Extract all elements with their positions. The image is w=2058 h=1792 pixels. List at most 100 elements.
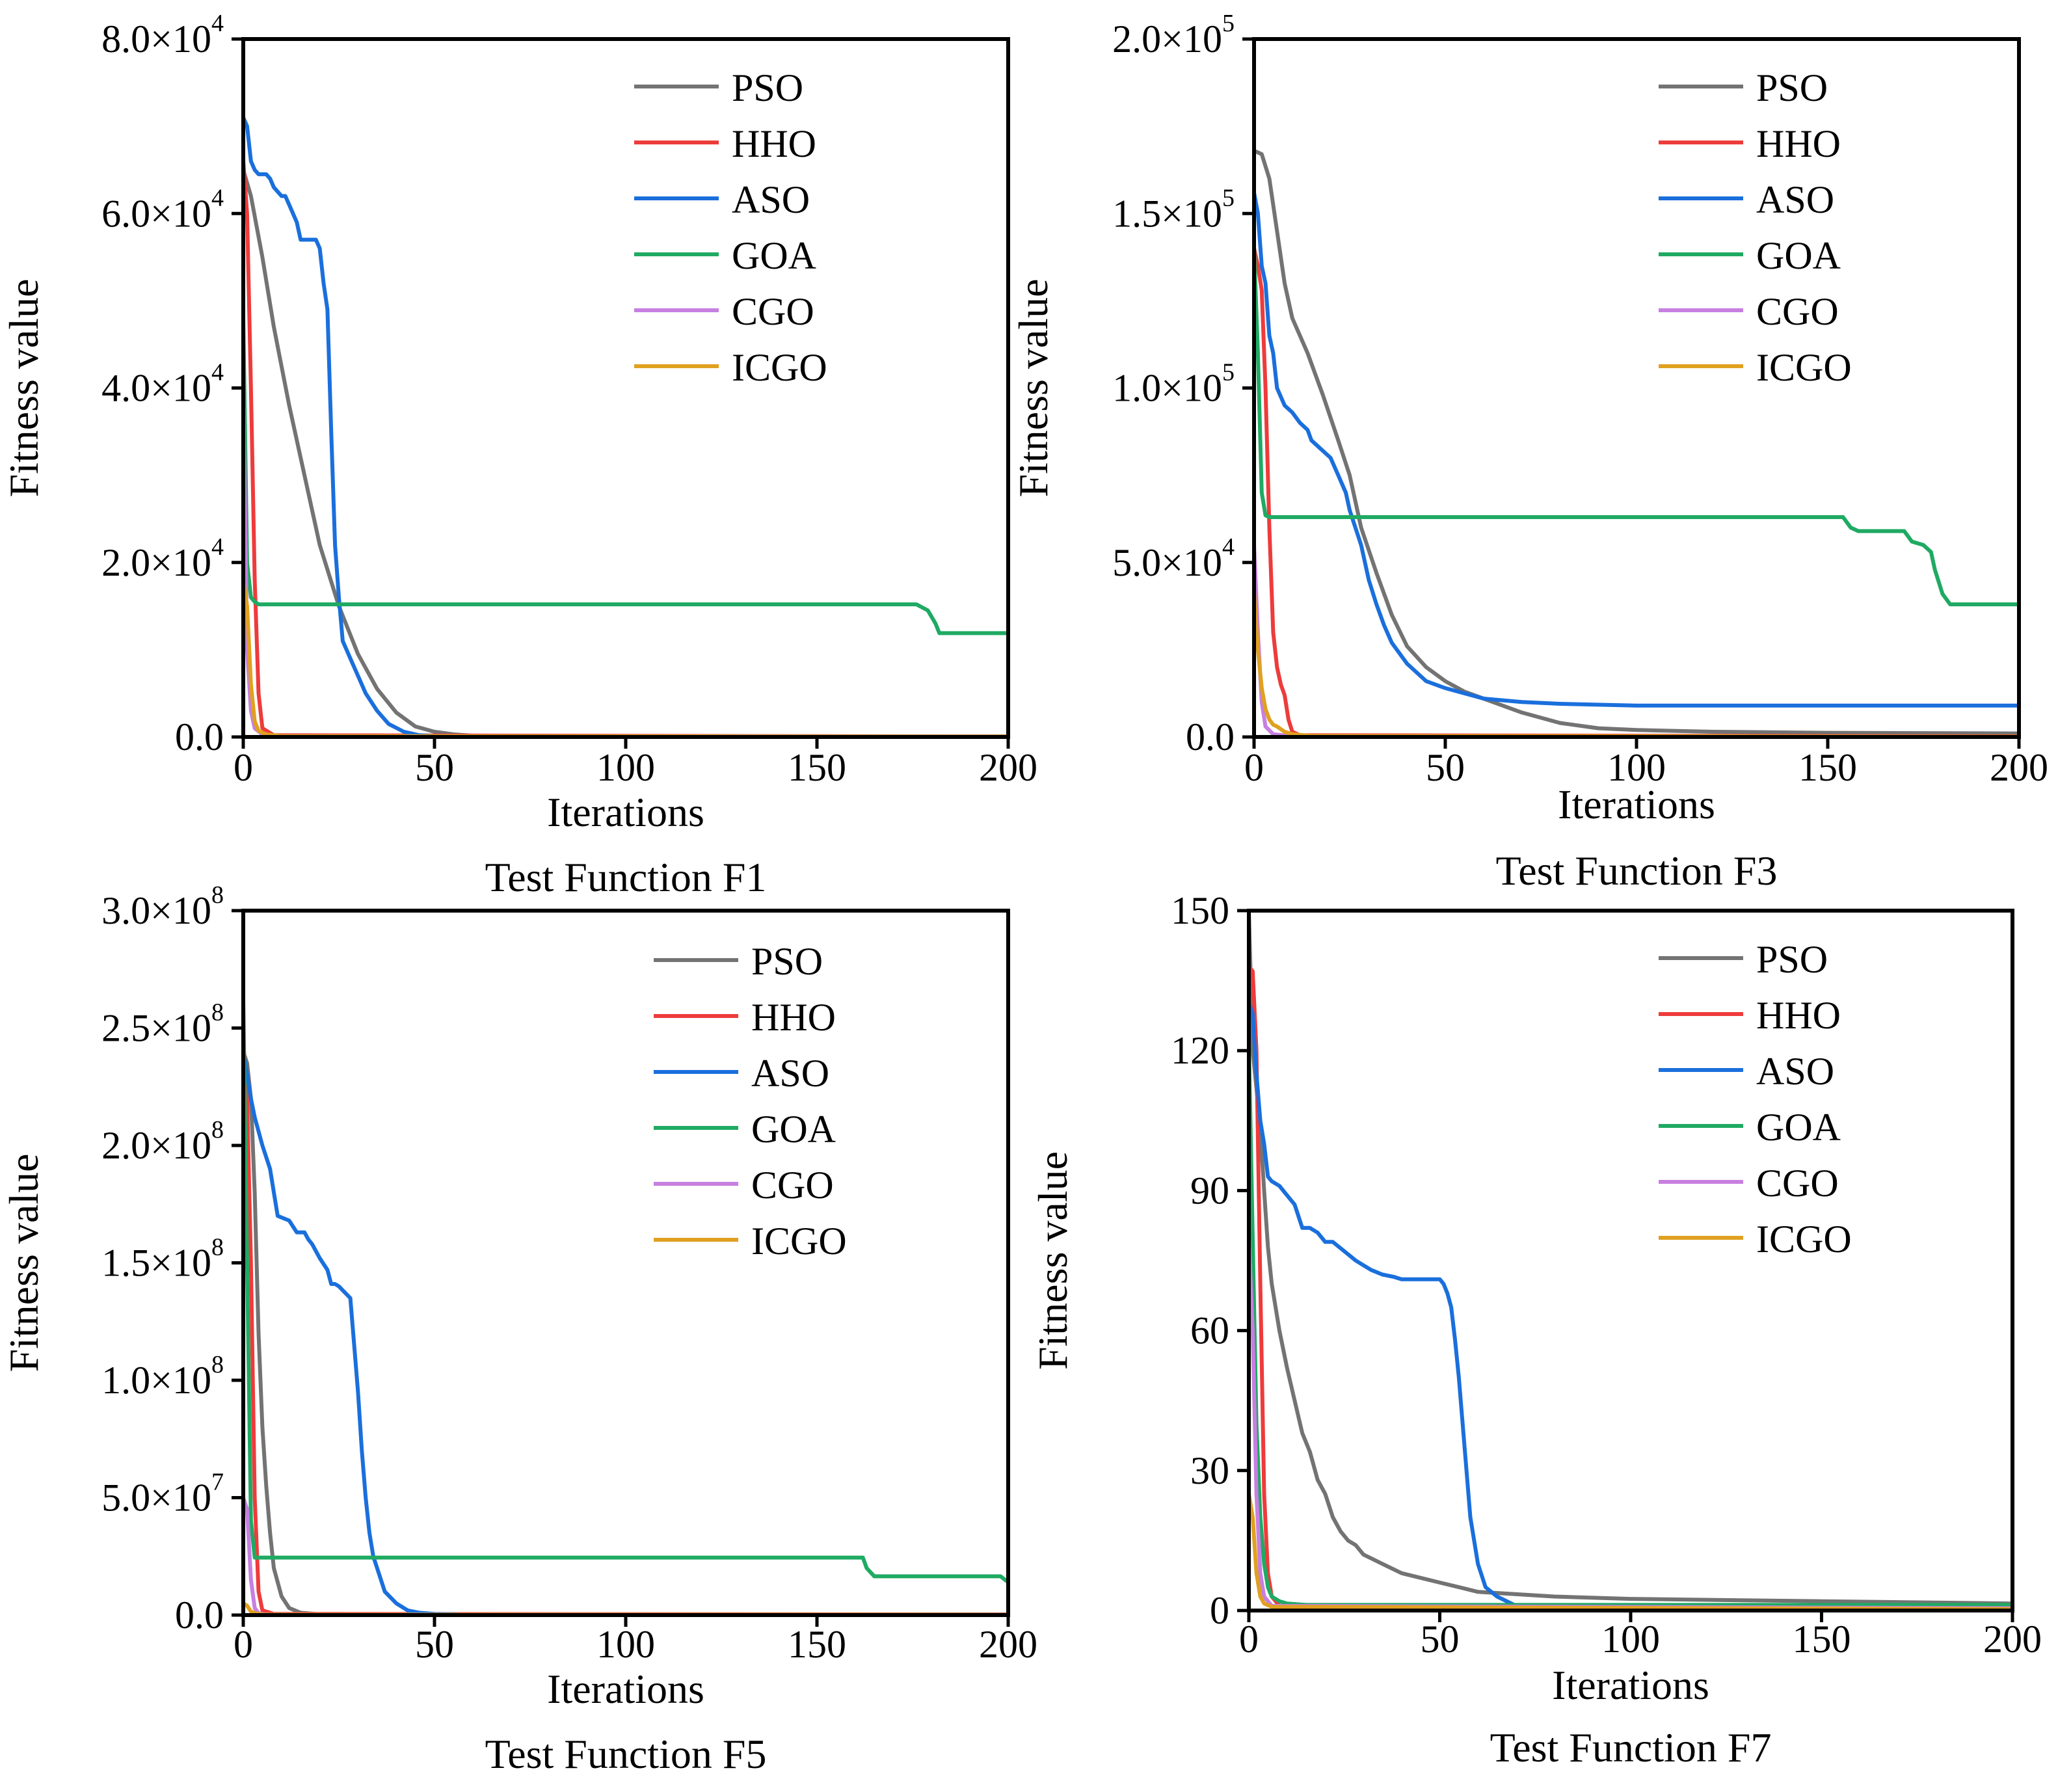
x-tick-label: 50 — [415, 1623, 454, 1666]
chart-panel-1: 0 50 100 150 200 0.0 2.0×104 4.0×104 6.0×104 8.0×… — [1, 10, 1037, 900]
y-tick-label: 30 — [1190, 1449, 1229, 1492]
series-line-icgo — [1254, 588, 2019, 737]
legend-label-hho: HHO — [1756, 994, 1841, 1037]
y-tick-label: 1.0×105 — [1112, 359, 1235, 410]
legend-label-hho: HHO — [732, 122, 816, 165]
x-axis-label: Iterations — [547, 789, 704, 835]
x-tick-label: 100 — [1601, 1618, 1660, 1661]
y-tick-label: 2.5×108 — [101, 999, 224, 1050]
chart-title: Test Function F5 — [485, 1731, 767, 1777]
series-line-pso — [1249, 911, 2012, 1606]
series-line-icgo — [1249, 1491, 2012, 1611]
x-tick-label: 50 — [1421, 1618, 1460, 1661]
chart-panel-2: 0 50 100 150 200 0.0 5.0×104 1.0×105 1.5×105 2.0×… — [1010, 10, 2048, 894]
series-line-aso — [1249, 1002, 1518, 1608]
legend-label-cgo: CGO — [1756, 1162, 1839, 1205]
series-line-goa — [243, 998, 1008, 1585]
x-tick-label: 150 — [1793, 1618, 1851, 1661]
x-tick-label: 150 — [788, 746, 846, 789]
x-axis-label: Iterations — [1552, 1662, 1709, 1708]
legend-label-aso: ASO — [1756, 178, 1834, 221]
chart-title: Test Function F3 — [1496, 848, 1778, 894]
legend-label-pso: PSO — [1756, 938, 1828, 981]
legend-label-hho: HHO — [1756, 122, 1841, 165]
y-axis-label: Fitness value — [1, 1154, 47, 1372]
legend-label-goa: GOA — [1756, 1106, 1841, 1149]
legend-label-icgo: ICGO — [732, 346, 827, 389]
y-tick-label: 150 — [1171, 889, 1229, 932]
chart-title: Test Function F7 — [1490, 1724, 1772, 1771]
x-tick-label: 150 — [1798, 746, 1857, 789]
x-tick-label: 150 — [788, 1623, 846, 1666]
x-tick-label: 200 — [979, 746, 1037, 789]
y-tick-label: 0 — [1210, 1589, 1229, 1632]
series-line-aso — [243, 115, 1008, 737]
legend-label-pso: PSO — [732, 66, 803, 109]
series-line-goa — [1254, 246, 2019, 607]
legend-label-goa: GOA — [1756, 234, 1841, 277]
x-tick-label: 200 — [1990, 746, 2048, 789]
x-tick-label: 200 — [979, 1623, 1037, 1666]
x-axis-label: Iterations — [1558, 781, 1715, 827]
legend-label-goa: GOA — [751, 1108, 836, 1151]
chart-title: Test Function F1 — [485, 854, 767, 900]
y-tick-label: 60 — [1190, 1309, 1229, 1352]
y-tick-label: 3.0×108 — [101, 881, 224, 932]
x-tick-label: 0 — [1244, 746, 1264, 789]
legend-label-icgo: ICGO — [1756, 1218, 1852, 1261]
series-line-pso — [1254, 148, 2019, 736]
x-tick-label: 50 — [1426, 746, 1465, 789]
legend-label-cgo: CGO — [751, 1164, 834, 1207]
legend-label-hho: HHO — [751, 996, 836, 1039]
x-tick-label: 0 — [234, 746, 253, 789]
y-tick-label: 120 — [1171, 1029, 1229, 1072]
series-line-goa — [243, 316, 1008, 635]
y-tick-label: 1.5×105 — [1112, 184, 1235, 235]
x-tick-label: 100 — [1607, 746, 1666, 789]
legend: PSO HHO ASO GOA CGO ICGO — [1659, 66, 1852, 389]
legend-label-aso: ASO — [1756, 1050, 1834, 1093]
legend-label-aso: ASO — [732, 178, 810, 221]
y-tick-label: 2.0×104 — [101, 533, 224, 584]
chart-panel-4: 0 50 100 150 200 0 30 60 90 120 150 Iterations Fitne… — [1030, 889, 2042, 1771]
y-tick-label: 0.0 — [175, 1594, 224, 1637]
y-tick-label: 4.0×104 — [101, 359, 224, 410]
legend: PSO HHO ASO GOA CGO ICGO — [654, 940, 847, 1263]
legend: PSO HHO ASO GOA CGO ICGO — [634, 66, 827, 389]
series-line-aso — [1254, 191, 2019, 708]
legend-label-pso: PSO — [1756, 66, 1828, 109]
y-axis-label: Fitness value — [1010, 279, 1056, 498]
legend: PSO HHO ASO GOA CGO ICGO — [1659, 938, 1852, 1261]
x-tick-label: 0 — [1239, 1618, 1259, 1661]
x-axis-label: Iterations — [547, 1666, 704, 1712]
x-tick-label: 100 — [596, 1623, 655, 1666]
y-tick-label: 0.0 — [175, 715, 224, 758]
legend-label-icgo: ICGO — [751, 1220, 847, 1263]
y-tick-label: 2.0×108 — [101, 1116, 224, 1167]
x-tick-label: 200 — [1983, 1618, 2042, 1661]
legend-label-goa: GOA — [732, 234, 816, 277]
series-line-aso — [243, 1049, 460, 1615]
y-tick-label: 90 — [1190, 1169, 1229, 1212]
legend-label-aso: ASO — [751, 1052, 829, 1095]
y-tick-label: 6.0×104 — [101, 184, 224, 235]
y-tick-label: 1.5×108 — [101, 1234, 224, 1285]
series-line-hho — [1249, 965, 2012, 1611]
series-line-pso — [243, 1049, 1008, 1615]
x-tick-label: 100 — [596, 746, 655, 789]
chart-panel-3: 0 50 100 150 200 0.0 5.0×107 1.0×108 1.5×108 2.0×… — [1, 881, 1037, 1777]
legend-label-cgo: CGO — [1756, 290, 1839, 333]
legend-label-pso: PSO — [751, 940, 823, 983]
y-tick-label: 5.0×104 — [1112, 533, 1235, 584]
series-line-hho — [1254, 246, 2019, 737]
y-tick-label: 8.0×104 — [101, 10, 224, 60]
x-tick-label: 50 — [415, 746, 454, 789]
legend-label-icgo: ICGO — [1756, 346, 1852, 389]
y-axis-label: Fitness value — [1030, 1151, 1076, 1370]
legend-label-cgo: CGO — [732, 290, 814, 333]
y-tick-label: 1.0×108 — [101, 1351, 224, 1402]
x-tick-label: 0 — [234, 1623, 253, 1666]
y-tick-label: 2.0×105 — [1112, 10, 1235, 60]
y-tick-label: 0.0 — [1186, 715, 1235, 758]
